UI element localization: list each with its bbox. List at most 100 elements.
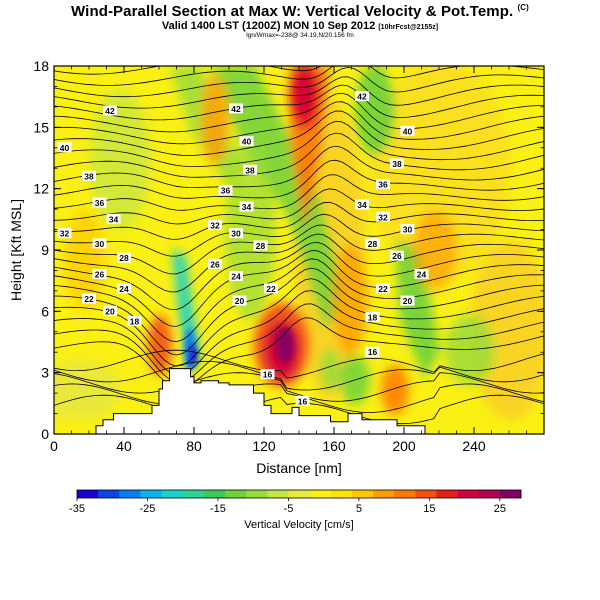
isentrope-line — [54, 92, 544, 133]
contour-label: 42 — [357, 92, 367, 102]
colorbar-swatch — [436, 490, 458, 498]
isentrope-line — [54, 360, 544, 391]
contour-label: 26 — [95, 270, 105, 280]
chart-subtitle: Valid 1400 LST (1200Z) MON 10 Sep 2012 [… — [161, 20, 439, 32]
colorbar-tick-label: 5 — [356, 503, 362, 515]
contour-label-box — [82, 170, 96, 181]
colorbar-swatch — [499, 490, 522, 498]
colorbar-swatch — [415, 490, 437, 498]
x-tick-label: 200 — [392, 438, 416, 454]
contour-label: 38 — [84, 171, 94, 181]
isentrope-line — [54, 66, 322, 75]
contour-label-box — [208, 258, 222, 269]
contour-label: 20 — [105, 306, 115, 316]
contour-label: 20 — [403, 296, 413, 306]
contour-label-box — [57, 142, 72, 153]
contour-label-box — [127, 316, 142, 327]
contour-label-box — [92, 269, 107, 280]
contour-label-box — [365, 346, 380, 357]
colorbar-swatch — [394, 490, 416, 498]
contour-label: 26 — [392, 251, 402, 261]
plot-area: 42 42 42 40 40 40 38 38 38 36 36 36 34 34 34 32 32 32 30 30… — [54, 66, 544, 434]
contour-label: 22 — [84, 294, 94, 304]
contour-label: 16 — [298, 396, 308, 406]
colorbar-swatch — [225, 490, 247, 498]
y-tick-label: 6 — [41, 303, 49, 319]
contour-label-box — [400, 295, 415, 306]
contour-label: 34 — [109, 214, 119, 224]
contour-label-box — [355, 199, 369, 210]
isentrope-line — [54, 317, 544, 389]
colorbar-tick-label: -35 — [69, 503, 85, 515]
contour-label-box — [218, 185, 233, 196]
isentrope-line — [54, 303, 544, 383]
contour-label: 32 — [60, 229, 70, 239]
isentrope-line — [54, 349, 544, 379]
contour-label: 24 — [417, 270, 427, 280]
y-tick-label: 9 — [41, 242, 49, 258]
contour-label: 28 — [119, 253, 129, 263]
contour-label-box — [400, 125, 415, 136]
contour-label: 22 — [378, 284, 388, 294]
isentrope-line — [54, 101, 544, 145]
colorbar-swatch — [182, 490, 205, 498]
colorbar-swatch — [161, 490, 184, 498]
contour-label-box — [260, 369, 275, 380]
x-tick-label: 240 — [462, 438, 486, 454]
contour-label-box — [232, 295, 247, 306]
isentrope-line — [54, 66, 544, 98]
colorbar-swatch — [478, 490, 501, 498]
contour-label-box — [390, 250, 404, 261]
colorbar-label: Vertical Velocity [cm/s] — [244, 519, 353, 531]
contour-label-box — [208, 219, 222, 230]
contour-label-box — [264, 283, 278, 294]
contour-label: 16 — [368, 347, 378, 357]
contour-label-box — [365, 238, 380, 249]
isentrope-line — [54, 213, 544, 257]
isentrope-line — [54, 174, 544, 211]
colorbar-tick-label: -25 — [140, 503, 156, 515]
contour-label-box — [103, 105, 117, 116]
contour-label-box — [253, 240, 268, 251]
colorbar-swatch — [140, 490, 162, 498]
contour-label-box — [229, 271, 243, 282]
isentrope-line — [54, 76, 544, 109]
colorbar-swatch — [351, 490, 374, 498]
title-mark: (C) — [517, 3, 529, 12]
colorbar-swatch — [330, 490, 353, 498]
contour-label: 40 — [403, 126, 413, 136]
contour-label-box — [376, 211, 390, 222]
contour-label: 36 — [95, 198, 105, 208]
contour-label-box — [106, 213, 121, 224]
contour-label-box — [414, 269, 429, 280]
contour-label: 42 — [231, 104, 241, 114]
colorbar-swatch — [246, 490, 268, 498]
contour-label-box — [365, 311, 380, 322]
contour-label-box — [103, 305, 117, 316]
contour-label: 30 — [403, 225, 413, 235]
x-tick-label: 160 — [322, 438, 346, 454]
contour-label-box — [229, 103, 243, 114]
isentrope-line — [54, 110, 544, 156]
isentrope-line — [54, 132, 544, 178]
x-tick-label: 80 — [186, 438, 202, 454]
contour-label-box — [229, 228, 243, 239]
contour-label-box — [92, 238, 107, 249]
contour-label: 38 — [392, 159, 402, 169]
isentrope-line — [54, 278, 544, 367]
contour-label-box — [243, 164, 257, 175]
contour-label-box — [355, 91, 369, 102]
colorbar-tick-label: -5 — [284, 503, 294, 515]
isentrope-line — [54, 188, 544, 225]
contour-label: 18 — [130, 317, 140, 327]
contour-label: 28 — [368, 239, 378, 249]
isentrope-line — [54, 372, 544, 402]
contour-label: 22 — [266, 284, 276, 294]
x-tick-label: 0 — [50, 438, 58, 454]
contour-label-box — [92, 197, 107, 208]
contour-label: 32 — [378, 212, 388, 222]
isentrope-line — [54, 290, 544, 376]
colorbar: -35 -25 -15 -5 5 15 25 — [69, 489, 522, 515]
